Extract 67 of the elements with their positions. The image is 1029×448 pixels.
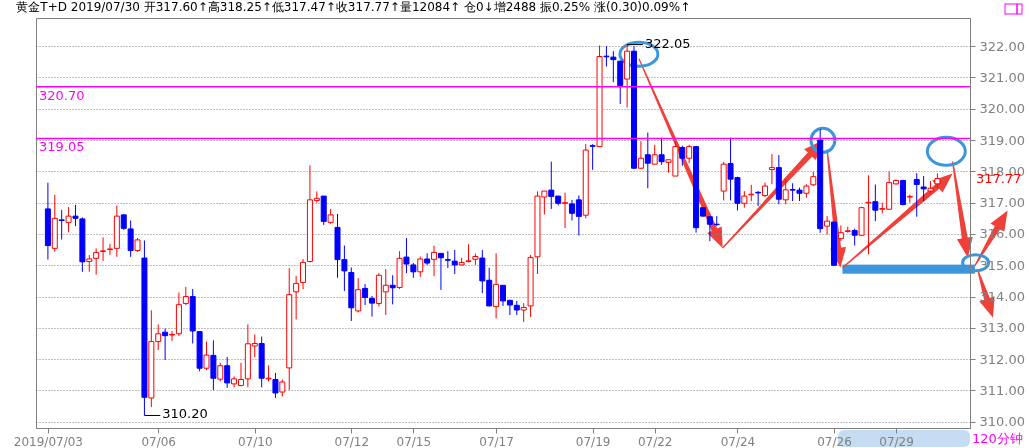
text: 120分钟: [972, 430, 1023, 448]
y-tick-label: 311.00: [979, 382, 1025, 398]
candlestick: [293, 275, 300, 320]
candlestick: [755, 190, 762, 207]
ref-line-label: 320.70: [39, 87, 85, 103]
candlestick: [389, 274, 396, 305]
candlestick: [637, 140, 644, 170]
candlestick: [782, 178, 789, 205]
candlestick: [824, 215, 831, 236]
candlestick: [589, 143, 596, 171]
candlestick: [872, 184, 879, 222]
candlestick: [162, 327, 169, 361]
x-tick-label: 07/06: [141, 434, 177, 448]
candlestick: [865, 174, 872, 255]
candlestick: [272, 372, 279, 399]
candlestick: [362, 283, 369, 306]
x-tick-label: 2019/07/03: [13, 434, 83, 448]
candlestick: [100, 236, 107, 262]
y-tick-label: 322.00: [979, 38, 1025, 54]
y-tick-label: 312.00: [979, 351, 1025, 367]
candlestick: [300, 258, 307, 290]
candlestick: [562, 192, 569, 229]
y-tick-label: 319.00: [979, 132, 1025, 148]
y-tick-label: 320.00: [979, 101, 1025, 117]
candlestick: [651, 144, 658, 165]
candlestick: [837, 225, 844, 242]
x-tick-label: 07/29: [879, 434, 914, 448]
y-tick-label: 321.00: [979, 69, 1025, 85]
candlestick: [679, 145, 686, 167]
candlestick: [203, 341, 210, 371]
candlestick: [644, 132, 651, 189]
candlestick: [368, 295, 375, 318]
candlestick: [417, 255, 424, 278]
ref-line-label: 319.05: [39, 139, 85, 155]
candlestick: [658, 137, 665, 166]
x-tick-label: 07/12: [334, 434, 370, 448]
candlestick: [65, 206, 72, 233]
candlestick: [224, 356, 231, 389]
candlestick: [210, 339, 217, 391]
candlestick: [182, 286, 189, 306]
x-tick-label: 07/17: [479, 434, 514, 448]
candlestick: [431, 245, 438, 277]
candlestick: [424, 252, 431, 266]
candlestick: [169, 330, 176, 342]
annotation: 322.05: [644, 35, 691, 51]
chart-title: 黄金T+D 2019/07/30 开317.60↑高318.25↑低317.47↑收317.77↑量12084↑ 仓0↓增2488 振0.25% 涨(0.30)0.09%↑: [16, 0, 691, 14]
candlestick: [520, 302, 527, 323]
candlestick: [217, 362, 224, 382]
candlestick: [768, 153, 775, 185]
y-tick-label: 310.00: [979, 414, 1025, 430]
candlestick: [437, 252, 444, 291]
x-tick-label: 07/26: [817, 434, 852, 448]
y-tick-label: 317.00: [979, 195, 1025, 211]
annotation: 310.20: [162, 406, 208, 422]
candlestick: [493, 252, 500, 319]
candlestick: [355, 277, 362, 314]
x-tick-label: 07/24: [720, 434, 756, 448]
candlestick: [686, 144, 693, 164]
candlestick: [920, 175, 927, 202]
x-tick-label: 07/10: [237, 434, 273, 448]
candlestick: [451, 249, 458, 275]
candlestick: [913, 172, 920, 218]
x-tick-label: 07/22: [637, 434, 673, 448]
x-tick-label: 07/15: [396, 434, 432, 448]
candlestick: [58, 209, 65, 241]
x-tick-label: 07/19: [575, 434, 611, 448]
y-tick-label: 313.00: [979, 320, 1025, 336]
